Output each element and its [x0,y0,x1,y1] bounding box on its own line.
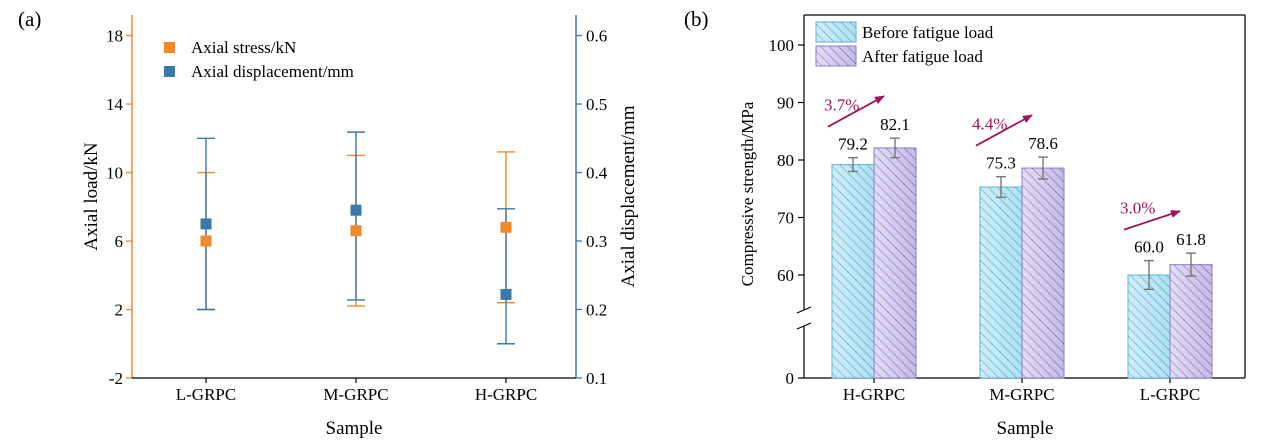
bar-before [979,186,1023,379]
increase-label: 3.0% [1120,199,1155,218]
increase-arrow [827,95,885,128]
left-tick-label: 18 [106,27,123,46]
y-tick-label: 80 [777,151,794,170]
x-tick-label: M-GRPC [323,385,388,404]
bar-value-label: 78.6 [1028,134,1058,153]
increase-arrow [1123,210,1181,231]
x-axis-title: Sample [997,418,1054,439]
bar-before [831,164,875,379]
bar-value-label: 60.0 [1134,238,1164,257]
axis-break-mark [796,322,812,330]
y-tick-label: 90 [777,94,794,113]
axis-break-mark [796,306,812,314]
panel-a-label: (a) [18,7,41,31]
y2-axis-title: Axial displacement/mm [618,105,639,287]
increase-arrow [975,114,1033,147]
y-tick-label: 0 [786,369,795,388]
data-point-displacement [350,204,362,216]
left-tick-label: 14 [106,95,124,114]
legend-swatch [815,45,857,67]
left-tick-label: 2 [115,301,124,320]
panel-b-label: (b) [684,7,709,31]
x-tick-label: L-GRPC [176,385,236,404]
left-tick-label: -2 [109,369,123,388]
increase-label: 3.7% [824,96,859,115]
y-axis-title: Compressive strength/MPa [738,101,757,286]
bar-value-label: 61.8 [1176,230,1206,249]
left-tick-label: 10 [106,164,123,183]
data-point-stress [200,235,212,247]
bar-value-label: 79.2 [838,135,868,154]
bar-after [873,147,917,379]
left-tick-label: 6 [115,232,124,251]
data-point-displacement [500,288,512,300]
y-tick-label: 100 [769,36,795,55]
data-point-stress [500,221,512,233]
bar-after [1021,167,1065,379]
legend-swatch [815,21,857,43]
legend-label: Before fatigue load [862,23,994,42]
data-point-displacement [200,218,212,230]
bar-before [1127,274,1171,379]
right-tick-label: 0.2 [586,301,607,320]
legend-swatch [164,66,175,77]
y-tick-label: 60 [777,266,794,285]
right-tick-label: 0.1 [586,369,607,388]
y-tick-label: 70 [777,209,794,228]
right-tick-label: 0.3 [586,232,607,251]
right-tick-label: 0.5 [586,95,607,114]
y-axis-title: Axial load/kN [81,142,102,250]
legend-label: Axial stress/kN [191,38,296,57]
increase-label: 4.4% [972,115,1007,134]
right-tick-label: 0.6 [586,27,607,46]
x-tick-label: H-GRPC [843,385,905,404]
bar-value-label: 75.3 [986,154,1016,173]
x-tick-label: H-GRPC [475,385,537,404]
bar-after [1169,264,1213,379]
bar-value-label: 82.1 [880,115,910,134]
legend-swatch [164,42,175,53]
x-tick-label: M-GRPC [989,385,1054,404]
right-tick-label: 0.4 [586,164,608,183]
panel-b: (b) 0 60 70 80 90 100 Sample Compressive strengt… [684,7,1246,439]
legend-label: After fatigue load [862,47,983,66]
panel-a: (a) -2 2 6 10 14 18 0.1 0.2 0.3 0.4 0.5 0.6 L-GRPC M-G… [18,7,639,439]
x-tick-label: L-GRPC [1140,385,1200,404]
x-axis-title: Sample [326,418,383,439]
legend-label: Axial displacement/mm [191,62,354,81]
data-point-stress [350,225,362,237]
